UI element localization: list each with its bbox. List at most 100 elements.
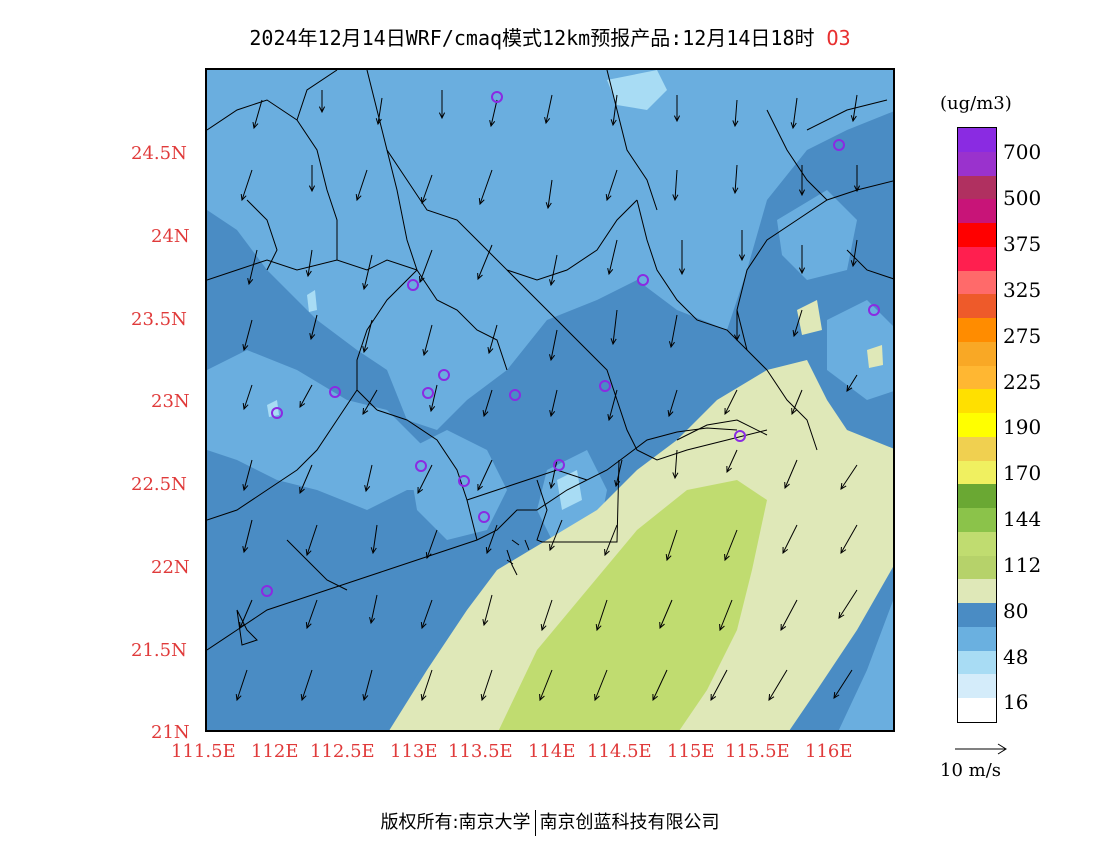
o3-max-marker <box>734 430 746 442</box>
wind-arrow-head <box>732 120 739 128</box>
wind-arrow-head <box>732 187 739 195</box>
wind-arrow-head <box>850 260 857 268</box>
wind-arrow <box>483 389 493 417</box>
wind-arrow <box>846 374 858 392</box>
wind-arrow <box>365 464 373 492</box>
colorbar-swatch <box>958 199 996 223</box>
o3-max-marker <box>438 369 450 381</box>
colorbar-swatch <box>958 246 996 271</box>
o3-max-marker <box>553 459 565 471</box>
wind-arrow-head <box>370 547 377 555</box>
o3-max-marker <box>509 389 521 401</box>
wind-arrow <box>674 169 678 201</box>
wind-arrow <box>782 524 798 554</box>
colorbar-label-144: 144 <box>1003 507 1042 531</box>
o3-max-marker <box>833 139 845 151</box>
colorbar-label-700: 700 <box>1003 140 1042 164</box>
wind-arrow-head <box>733 334 741 342</box>
colorbar-label-48: 48 <box>1003 645 1029 669</box>
wind-arrow <box>768 669 788 701</box>
wind-arrow-head <box>362 346 369 354</box>
wind-arrow-head <box>299 486 305 495</box>
wind-arrow <box>253 99 263 129</box>
colorbar-unit: (ug/m3) <box>940 93 1012 114</box>
wind-arrow <box>604 524 618 556</box>
wind-arrow <box>306 599 318 629</box>
wind-arrow <box>426 529 438 559</box>
wind-arrow <box>299 384 313 408</box>
wind-arrow-head <box>726 465 732 474</box>
wind-arrow-head <box>594 693 600 702</box>
wind-arrow-head <box>784 481 790 490</box>
wind-arrow-head <box>545 202 552 210</box>
wind-arrow-head <box>652 693 658 702</box>
wind-arrow <box>726 449 738 473</box>
footer-right: 南京创蓝科技有限公司 <box>539 812 720 833</box>
wind-arrow <box>310 314 318 340</box>
wind-arrow <box>668 389 678 417</box>
wind-arrow <box>608 239 618 275</box>
wind-arrow <box>549 519 563 551</box>
x-tick-116E: 116E <box>805 741 853 762</box>
x-tick-111.5E: 111.5E <box>171 741 236 762</box>
wind-arrow-head <box>539 693 545 702</box>
wind-arrow <box>421 599 433 629</box>
wind-arrow-head <box>242 484 249 492</box>
wind-arrow-head <box>838 611 845 619</box>
wind-arrow-head <box>482 409 489 418</box>
x-tick-114.5E: 114.5E <box>587 741 652 762</box>
o3-max-marker <box>478 511 490 523</box>
o3-max-marker <box>491 91 503 103</box>
wind-arrow-head <box>850 115 857 123</box>
wind-arrow-head <box>420 196 427 205</box>
wind-arrow-head <box>362 407 369 415</box>
wind-arrow <box>710 669 728 701</box>
wind-arrow-head <box>665 553 672 562</box>
colorbar-swatch <box>958 436 996 461</box>
wind-arrow <box>490 99 498 127</box>
wind-arrow-head <box>724 407 731 416</box>
wind-arrow-head <box>798 189 806 197</box>
o3-max-marker <box>407 279 419 291</box>
y-tick-22N: 22N <box>151 557 190 578</box>
y-tick-22.5N: 22.5N <box>131 474 187 495</box>
wind-arrow-head <box>607 268 614 276</box>
wind-arrow <box>430 384 438 412</box>
colorbar-swatch <box>958 341 996 366</box>
y-tick-21N: 21N <box>151 722 190 743</box>
x-tick-115.5E: 115.5E <box>725 741 790 762</box>
wind-arrow-head <box>768 693 775 701</box>
colorbar-label-190: 190 <box>1003 415 1042 439</box>
wind-arrow <box>840 464 858 490</box>
wind-arrow <box>362 389 378 415</box>
wind-arrow <box>852 94 858 122</box>
wind-arrow <box>784 459 798 489</box>
colorbar-label-275: 275 <box>1003 324 1042 348</box>
wind-arrow <box>243 384 253 410</box>
wind-arrow-head <box>833 691 840 699</box>
wind-arrow-head <box>549 482 556 490</box>
wind-arrow <box>659 599 673 629</box>
wind-arrow-head <box>420 621 427 630</box>
wind-arrow-head <box>362 283 369 291</box>
o3-max-marker <box>599 380 611 392</box>
wind-arrow <box>483 594 493 626</box>
wind-arrow-head <box>482 619 489 627</box>
wind-arrow-head <box>425 551 432 560</box>
wind-arrow-head <box>791 407 797 416</box>
wind-arrow <box>363 669 373 701</box>
wind-arrow-head <box>668 341 675 349</box>
y-tick-24.5N: 24.5N <box>131 143 187 164</box>
wind-arrow-head <box>318 106 326 114</box>
map-title: 2024年12月14日WRF/cmaq模式12km预报产品:12月14日18时 … <box>0 22 1100 51</box>
wind-arrow-head <box>355 193 362 202</box>
wind-arrow-head <box>242 344 249 352</box>
colorbar <box>957 127 997 723</box>
wind-arrow <box>488 324 498 354</box>
wind-arrow-head <box>252 122 259 130</box>
wind-arrow <box>545 94 553 124</box>
wind-arrow-head <box>489 120 496 128</box>
wind-arrow-head <box>549 543 555 552</box>
wind-arrow <box>596 599 608 631</box>
colorbar-swatch <box>958 531 996 556</box>
